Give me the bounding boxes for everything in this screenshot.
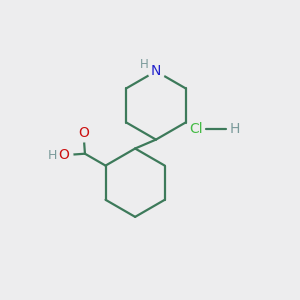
Text: H: H xyxy=(230,122,240,136)
Text: H: H xyxy=(140,58,149,71)
Text: O: O xyxy=(78,126,89,140)
Text: N: N xyxy=(151,64,161,78)
Text: H: H xyxy=(48,149,57,162)
Text: O: O xyxy=(58,148,69,162)
Text: Cl: Cl xyxy=(189,122,203,136)
